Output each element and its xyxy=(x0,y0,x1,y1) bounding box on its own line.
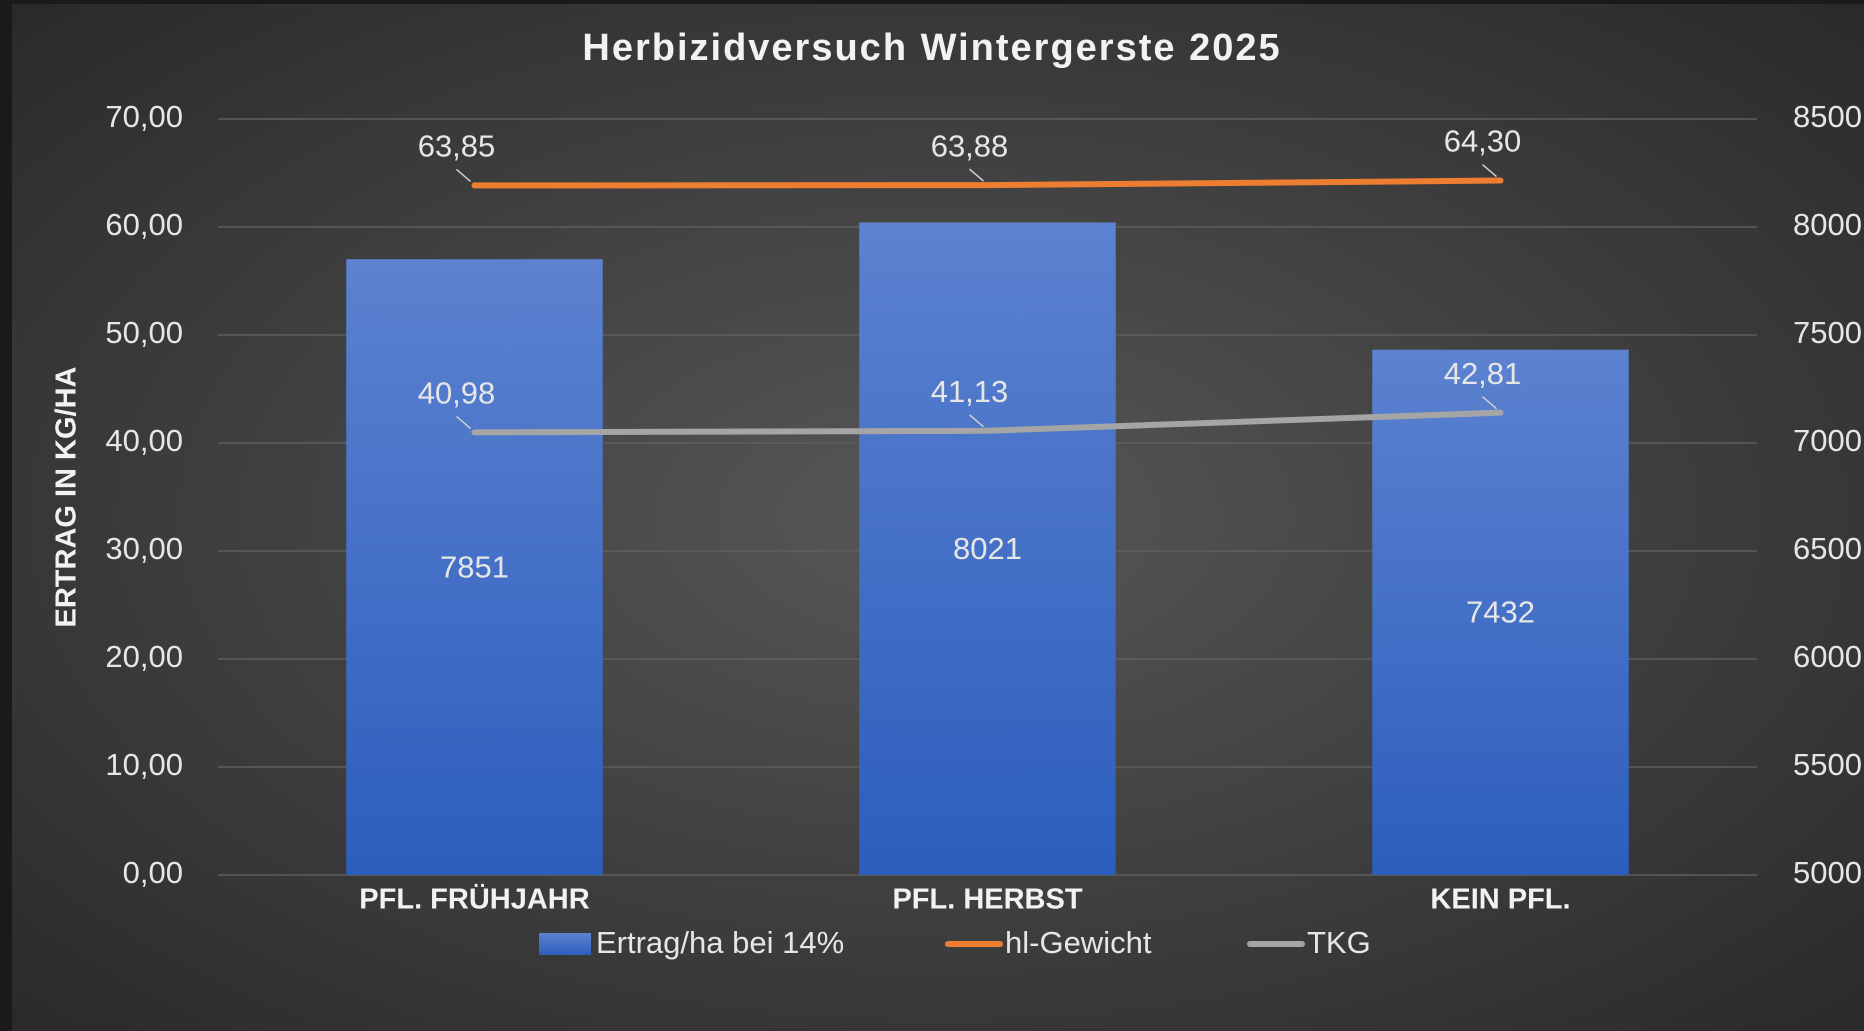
leader-line xyxy=(969,168,984,182)
bar xyxy=(859,222,1116,876)
line-value-label: 41,13 xyxy=(931,374,1009,409)
y2-tick-label: 6500 xyxy=(1793,531,1862,566)
y-axis-title: ERTRAG IN KG/HA xyxy=(51,366,83,627)
y-tick-label: 40,00 xyxy=(105,423,183,458)
chart-title: Herbizidversuch Wintergerste 2025 xyxy=(582,27,1281,69)
bar xyxy=(1372,349,1629,875)
y2-tick-label: 6000 xyxy=(1793,639,1862,674)
x-tick-label: PFL. FRÜHJAHR xyxy=(359,883,589,916)
line-value-label: 42,81 xyxy=(1444,356,1522,391)
bar-value-label: 7851 xyxy=(440,549,509,584)
y-tick-label: 0,00 xyxy=(123,855,183,890)
y-tick-label: 20,00 xyxy=(105,639,183,674)
y2-tick-label: 8500 xyxy=(1793,99,1862,134)
y-tick-label: 70,00 xyxy=(105,99,183,134)
bar-value-label: 7432 xyxy=(1466,595,1535,630)
legend-label: hl-Gewicht xyxy=(1005,925,1152,960)
leader-line xyxy=(969,414,984,428)
line xyxy=(471,409,1504,436)
leader-line xyxy=(1482,163,1497,178)
y-tick-label: 10,00 xyxy=(105,747,183,782)
legend-swatch xyxy=(539,933,591,955)
line-value-label: 63,88 xyxy=(931,128,1009,163)
y2-tick-label: 7500 xyxy=(1793,315,1862,350)
line-value-label: 64,30 xyxy=(1444,124,1522,159)
line-value-label: 63,85 xyxy=(418,129,496,164)
leader-line xyxy=(1482,396,1497,410)
x-tick-label: KEIN PFL. xyxy=(1430,884,1570,916)
y-tick-label: 60,00 xyxy=(105,207,183,242)
y-tick-label: 30,00 xyxy=(105,531,183,566)
leader-line xyxy=(456,168,471,182)
y2-tick-label: 5500 xyxy=(1793,747,1862,782)
leader-line xyxy=(456,415,471,429)
line-value-label: 40,98 xyxy=(418,376,496,411)
y2-tick-label: 8000 xyxy=(1793,207,1862,242)
legend-label: TKG xyxy=(1307,925,1371,960)
y2-tick-label: 7000 xyxy=(1793,423,1862,458)
bar xyxy=(346,259,603,876)
y2-tick-label: 5000 xyxy=(1793,855,1862,890)
bar-value-label: 8021 xyxy=(953,531,1022,566)
y-tick-label: 50,00 xyxy=(105,315,183,350)
line xyxy=(471,177,1504,189)
x-tick-label: PFL. HERBST xyxy=(892,884,1082,916)
legend-label: Ertrag/ha bei 14% xyxy=(596,925,844,960)
